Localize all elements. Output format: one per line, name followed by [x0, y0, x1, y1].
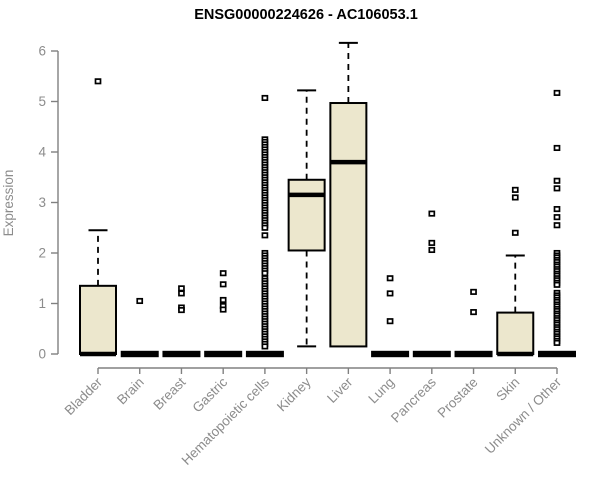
collapsed-box	[204, 350, 243, 358]
y-tick-label: 6	[38, 44, 46, 59]
x-category-label: Liver	[324, 374, 356, 406]
y-tick-label: 3	[38, 195, 46, 210]
outlier-point	[261, 270, 269, 277]
boxplot-gastric	[204, 270, 243, 358]
outlier-point	[386, 275, 394, 282]
boxplot-hematopoietic-cells	[245, 94, 284, 358]
x-category-label: Gastric	[189, 374, 230, 415]
box	[496, 311, 535, 355]
outlier-point	[219, 270, 227, 277]
outlier-point	[553, 281, 561, 288]
boxplot-brain	[120, 297, 159, 358]
outlier-point	[219, 296, 227, 304]
outlier-point	[219, 281, 227, 288]
y-axis-title: Expression	[1, 170, 16, 237]
outlier-point	[428, 246, 436, 254]
collapsed-box	[245, 350, 284, 358]
outlier-point	[178, 307, 185, 314]
boxplot-kidney	[287, 89, 326, 348]
outlier-point	[178, 285, 185, 292]
boxplot-lung	[371, 275, 410, 358]
outlier-point	[470, 288, 477, 295]
outlier-point	[511, 194, 519, 201]
y-tick-label: 0	[38, 347, 46, 362]
boxplot-liver	[329, 41, 368, 348]
x-category-label: Breast	[150, 374, 188, 412]
boxplot-breast	[162, 285, 201, 358]
outlier-point	[553, 214, 561, 221]
outlier-point	[178, 290, 185, 297]
outlier-point	[553, 89, 561, 96]
boxplot-unknown-other	[537, 89, 576, 358]
boxplot-bladder	[79, 78, 117, 357]
outlier-point	[136, 297, 144, 305]
outlier-point	[428, 210, 436, 217]
y-tick-label: 4	[38, 145, 46, 160]
boxplot-skin	[496, 186, 535, 357]
outlier-point	[511, 229, 519, 236]
x-category-label: Bladder	[62, 374, 106, 418]
collapsed-box	[454, 350, 493, 358]
outlier-point	[553, 144, 561, 152]
chart-title: ENSG00000224626 - AC106053.1	[194, 7, 418, 23]
outlier-point	[261, 232, 269, 239]
outlier-point	[261, 343, 269, 350]
x-category-label: Brain	[114, 375, 147, 408]
x-category-label: Skin	[493, 375, 522, 404]
outlier-point	[553, 185, 561, 192]
y-tick-label: 5	[38, 94, 46, 109]
outlier-point	[553, 177, 561, 184]
collapsed-box	[120, 350, 159, 358]
x-category-label: Pancreas	[388, 374, 439, 425]
collapsed-box	[371, 350, 410, 358]
box	[79, 284, 117, 356]
x-category-label: Lung	[365, 375, 397, 407]
outlier-point	[94, 78, 102, 85]
outlier-point	[553, 339, 561, 346]
box	[287, 178, 326, 252]
collapsed-box	[162, 350, 201, 358]
outlier-point	[261, 224, 269, 231]
y-tick-label: 2	[38, 246, 46, 261]
outlier-point	[470, 309, 477, 316]
boxplot-pancreas	[412, 210, 451, 358]
outlier-point	[553, 222, 561, 229]
outlier-point	[511, 186, 519, 193]
outlier-point	[386, 290, 394, 297]
boxplot-prostate	[454, 288, 493, 358]
outlier-point	[219, 306, 227, 313]
boxplots	[79, 41, 576, 358]
outlier-point	[428, 239, 436, 246]
box	[329, 102, 368, 348]
y-tick-label: 1	[38, 296, 46, 311]
x-category-label: Prostate	[435, 375, 481, 421]
collapsed-box	[537, 350, 576, 358]
x-category-label: Kidney	[274, 374, 314, 414]
collapsed-box	[412, 350, 451, 358]
outlier-point	[261, 94, 269, 102]
outlier-point	[386, 318, 394, 325]
outlier-point	[553, 206, 561, 213]
x-category-label: Unknown / Other	[482, 374, 565, 457]
